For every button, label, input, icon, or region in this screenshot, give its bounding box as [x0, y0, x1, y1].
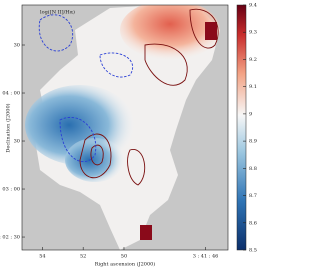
map-hot: [205, 22, 217, 40]
x-axis-label: Right ascension (J2000): [95, 261, 156, 268]
colorbar-tick-label: 8.7: [249, 193, 257, 199]
figure: log([N II]/Hα) Right ascension (J2000) D…: [0, 3, 257, 268]
colorbar-tick-label: 9.2: [249, 57, 257, 63]
map-hot: [140, 225, 152, 240]
x-tick-label: 50: [121, 254, 127, 260]
map: [25, 5, 220, 250]
plot-frame: [21, 4, 229, 251]
annotation: log([N II]/Hα): [40, 9, 75, 16]
x-tick-label: 54: [39, 254, 45, 260]
colorbar-tick-label: 8.6: [249, 220, 257, 226]
contour: [144, 43, 188, 86]
colorbar: [236, 4, 247, 251]
y-tick-label: −52 : 02 : 30: [0, 235, 20, 241]
x-tick-label: 52: [80, 254, 86, 260]
colorbar-tick-label: 8.8: [249, 166, 257, 172]
y-tick-label: 04 : 00: [2, 91, 20, 97]
y-axis-label: Declination (J2000): [5, 103, 12, 152]
x-tick-label: 3 : 41 : 46: [193, 254, 219, 260]
colorbar-tick-label: 8.9: [249, 139, 257, 145]
y-tick-label: 30: [14, 139, 20, 145]
colorbar-tick-label: 9: [249, 111, 252, 117]
colorbar-tick-label: 8.5: [249, 248, 257, 254]
contour: [127, 149, 146, 186]
map-blue: [65, 138, 125, 182]
contour: [189, 8, 219, 49]
contour-dashed: [38, 14, 74, 52]
contour-dashed: [99, 52, 133, 78]
colorbar-tick-label: 9.3: [249, 30, 257, 36]
contour: [79, 133, 112, 178]
y-tick-label: 03 : 00: [2, 187, 20, 193]
contour: [90, 144, 104, 166]
y-tick-label: 30: [14, 43, 20, 49]
colorbar-tick-label: 9.4: [249, 3, 257, 9]
colorbar-tick-label: 9.1: [249, 84, 257, 90]
contour-dashed: [59, 117, 97, 163]
